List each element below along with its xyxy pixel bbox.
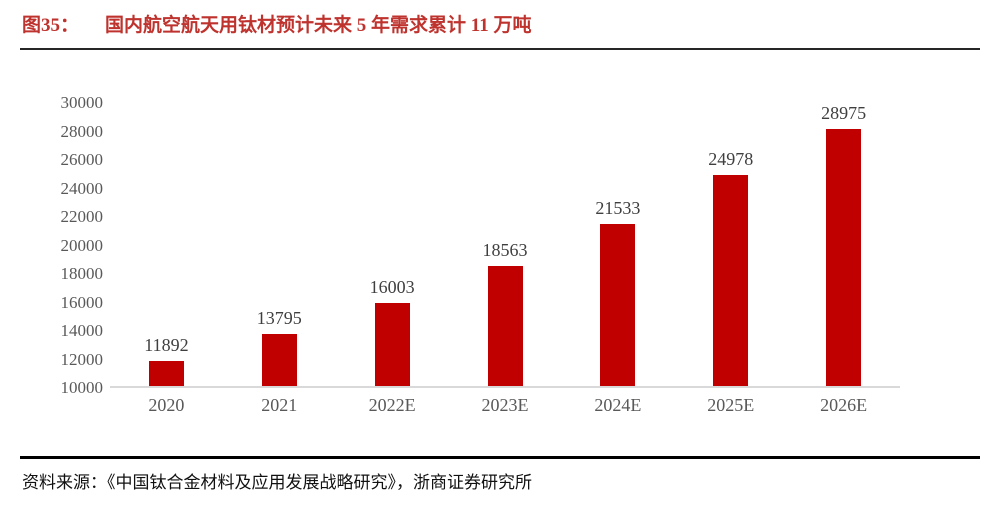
figure-header: 图35： 国内航空航天用钛材预计未来 5 年需求累计 11 万吨 bbox=[0, 0, 1000, 39]
bar-value-label: 13795 bbox=[256, 307, 302, 328]
y-tick-label: 12000 bbox=[60, 349, 104, 369]
bar-value-label: 11892 bbox=[144, 335, 189, 355]
bar-chart: 10000 12000 14000 16000 18000 20000 22000 24000… bbox=[0, 94, 1000, 396]
y-tick-label: 24000 bbox=[60, 178, 104, 198]
x-tick-label: 2023E bbox=[481, 395, 529, 415]
title-divider-line bbox=[20, 48, 980, 50]
x-tick-label: 2020 bbox=[148, 395, 185, 415]
bar-group-2022E: 16003 bbox=[336, 103, 449, 388]
y-tick-label: 16000 bbox=[60, 292, 104, 312]
bar-group-2023E: 18563 bbox=[449, 103, 562, 388]
bar-rect bbox=[487, 266, 523, 388]
y-tick-label: 10000 bbox=[60, 378, 104, 397]
bar-value-label: 24978 bbox=[708, 148, 754, 169]
figure-title-text: 国内航空航天用钛材预计未来 5 年需求累计 11 万吨 bbox=[105, 15, 532, 36]
x-tick-label: 2026E bbox=[820, 395, 868, 415]
bar-group-2021: 13795 bbox=[223, 103, 336, 388]
bar-rect bbox=[261, 333, 297, 388]
y-tick-label: 20000 bbox=[60, 235, 104, 255]
plot-area: 11892 13795 16003 18563 21533 24978 28975 bbox=[110, 103, 900, 388]
figure-number-label: 图35： bbox=[22, 15, 80, 36]
bar-value-label: 28975 bbox=[821, 103, 867, 123]
bar-group-2026E: 28975 bbox=[787, 103, 900, 388]
bar-rect bbox=[148, 361, 184, 388]
y-tick-label: 14000 bbox=[60, 321, 104, 340]
footer-divider-line bbox=[20, 456, 980, 459]
x-tick-label: 2025E bbox=[707, 395, 755, 415]
x-tick-label: 2021 bbox=[261, 395, 298, 415]
y-tick-label: 22000 bbox=[60, 207, 104, 226]
bar-rect bbox=[826, 129, 862, 388]
bar-value-label: 16003 bbox=[369, 276, 415, 297]
bar-rect bbox=[600, 223, 636, 388]
bar-group-2020: 11892 bbox=[110, 103, 223, 388]
bar-rect bbox=[374, 302, 410, 388]
y-tick-label: 28000 bbox=[60, 121, 104, 141]
bar-value-label: 18563 bbox=[482, 240, 528, 260]
y-tick-label: 26000 bbox=[60, 150, 104, 169]
x-tick-label: 2024E bbox=[594, 395, 642, 415]
x-axis-labels: 2020 2021 2022E 2023E 2024E 2025E 2026E bbox=[110, 395, 900, 416]
bar-rect bbox=[713, 174, 749, 388]
bar-group-2025E: 24978 bbox=[674, 103, 787, 388]
y-axis: 10000 12000 14000 16000 18000 20000 22000 24000… bbox=[0, 94, 110, 396]
source-note: 资料来源：《中国钛合金材料及应用发展战略研究》，浙商证券研究所 bbox=[22, 473, 532, 492]
bar-series: 11892 13795 16003 18563 21533 24978 28975 bbox=[110, 103, 900, 388]
x-tick-label: 2022E bbox=[368, 395, 416, 415]
bar-value-label: 21533 bbox=[595, 197, 641, 218]
bar-group-2024E: 21533 bbox=[561, 103, 674, 388]
y-tick-label: 18000 bbox=[60, 264, 104, 283]
figure-title: 图35： 国内航空航天用钛材预计未来 5 年需求累计 11 万吨 bbox=[22, 13, 978, 39]
x-axis-line bbox=[110, 386, 900, 388]
y-tick-label: 30000 bbox=[60, 93, 104, 112]
